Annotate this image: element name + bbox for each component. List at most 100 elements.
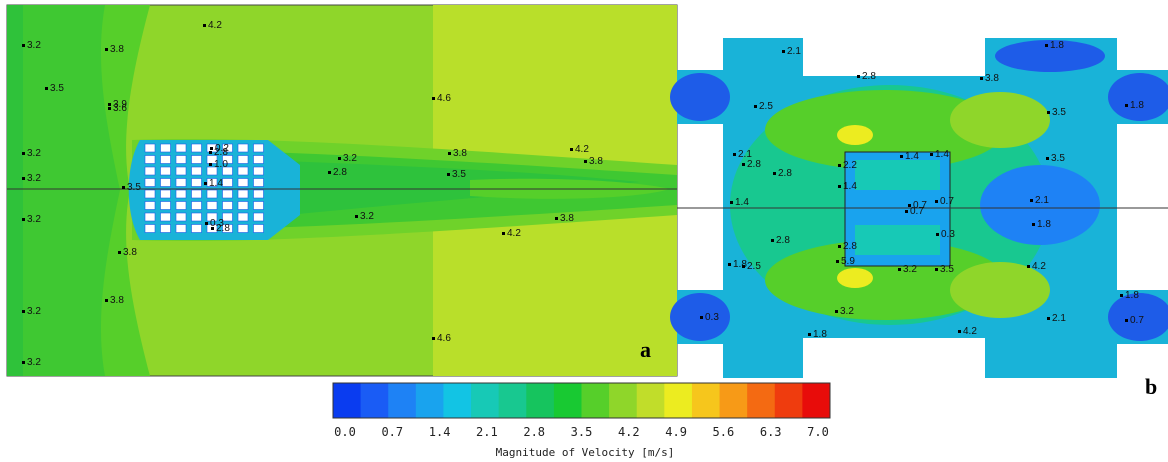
panel-b-value-label: 1.8 <box>813 329 827 340</box>
panel-b-label-marker <box>980 77 983 80</box>
panel-b-value-label: 1.8 <box>1037 219 1051 230</box>
panel-a-label-marker <box>108 107 111 110</box>
panel-a-label-marker <box>22 44 25 47</box>
colorbar-swatch <box>747 383 776 418</box>
panel-b-label-marker <box>742 265 745 268</box>
panel-b-value-label: 1.4 <box>735 197 749 208</box>
panel-a-label-marker <box>355 215 358 218</box>
panel-a-label-marker <box>502 232 505 235</box>
colorbar-tick-label: 5.6 <box>713 425 735 439</box>
obstacle-square <box>175 224 187 233</box>
panel-b-label-marker <box>857 75 860 78</box>
panel-a-value-label: 3.5 <box>127 182 141 193</box>
panel-a-value-label: 3.8 <box>110 295 124 306</box>
panel-a-value-label: 2.8 <box>214 147 228 158</box>
obstacle-square <box>222 201 233 210</box>
obstacle-square <box>253 212 264 222</box>
obstacle-square <box>175 166 187 176</box>
colorbar-swatch <box>802 383 831 418</box>
colorbar-swatch <box>526 383 555 418</box>
panel-a-contour <box>6 4 678 377</box>
obstacle-square <box>253 224 264 233</box>
panel-a-value-label: 4.6 <box>437 93 451 104</box>
obstacle-square <box>144 189 156 199</box>
obstacle-square <box>253 143 264 153</box>
panel-b-label-marker <box>1047 317 1050 320</box>
obstacle-square <box>191 224 202 233</box>
panel-b-label-marker <box>754 105 757 108</box>
obstacle-square <box>222 166 233 176</box>
panel-b-value-label: 0.7 <box>940 196 954 207</box>
panel-b-label-marker <box>835 310 838 313</box>
panel-b-value-label: 4.2 <box>963 326 977 337</box>
panel-a-value-label: 3.8 <box>123 247 137 258</box>
obstacle-square <box>191 212 202 222</box>
panel-a-letter: a <box>640 337 651 362</box>
panel-b-label-marker <box>898 268 901 271</box>
panel-a-label-marker <box>22 310 25 313</box>
panel-a-label-marker <box>448 152 451 155</box>
obstacle-square <box>206 166 218 176</box>
colorbar-swatch <box>636 383 665 418</box>
panel-b-value-label: 2.1 <box>1035 195 1049 206</box>
velocity-colorbar: 0.0 0.7 1.4 2.1 2.8 3.5 4.2 4.9 5.6 6.3 7.0 <box>332 382 831 439</box>
panel-b-value-label: 2.8 <box>747 159 761 170</box>
panel-b-label-marker <box>1045 44 1048 47</box>
panel-a-value-label: 4.2 <box>575 144 589 155</box>
panel-a-label-marker <box>210 147 213 150</box>
panel-b-value-label: 1.4 <box>935 149 949 160</box>
obstacle-square <box>222 212 233 222</box>
panel-a-label-marker <box>209 151 212 154</box>
obstacle-square <box>222 224 233 233</box>
panel-b-label-marker <box>935 268 938 271</box>
obstacle-square <box>144 155 156 164</box>
panel-b-value-label: 2.1 <box>738 149 752 160</box>
obstacle-square <box>206 201 218 210</box>
colorbar-tick-label: 6.3 <box>760 425 782 439</box>
panel-a-value-label: 3.9 <box>113 99 127 110</box>
panel-a-value-label: 3.8 <box>110 44 124 55</box>
panel-a-value-label: 1.4 <box>209 178 223 189</box>
panel-b-label-marker <box>838 245 841 248</box>
colorbar-swatch <box>774 383 803 418</box>
obstacle-square <box>191 178 202 187</box>
panel-b-value-label: 2.2 <box>843 160 857 171</box>
obstacle-square <box>175 155 187 164</box>
panel-b-label-marker <box>808 333 811 336</box>
panel-a-value-label: 3.2 <box>27 357 41 368</box>
colorbar-tick-label: 4.2 <box>618 425 640 439</box>
colorbar-swatch <box>471 383 500 418</box>
panel-b-value-label: 3.2 <box>840 306 854 317</box>
colorbar-tick-label: 1.4 <box>429 425 451 439</box>
panel-a-value-label: 1.0 <box>214 159 228 170</box>
obstacle-square <box>175 189 187 199</box>
panel-a-label-marker <box>203 24 206 27</box>
obstacle-square <box>144 224 156 233</box>
obstacle-square <box>160 155 171 164</box>
panel-a-label-marker <box>204 182 207 185</box>
panel-b-value-label: 0.3 <box>705 312 719 323</box>
colorbar-swatch <box>691 383 721 418</box>
colorbar-swatch <box>498 383 527 418</box>
panel-b-value-label: 3.8 <box>985 73 999 84</box>
panel-a-label-marker <box>122 186 125 189</box>
panel-a-label-marker <box>105 299 108 302</box>
colorbar-swatch <box>664 383 693 418</box>
colorbar-swatch <box>581 383 610 418</box>
colorbar-frame <box>332 382 831 419</box>
obstacle-square <box>160 224 171 233</box>
panel-b-value-labels: 2.11.82.8 3.82.53.51.82.12.82.81.41.42.23… <box>700 40 1144 340</box>
panel-b-label-marker <box>1032 223 1035 226</box>
colorbar-tick-label: 2.8 <box>523 425 545 439</box>
panel-b-label-marker <box>771 239 774 242</box>
panel-b-value-label: 2.1 <box>787 46 801 57</box>
obstacle-square <box>253 155 264 164</box>
panel-a-label-marker <box>45 87 48 90</box>
panel-a-label-marker <box>432 97 435 100</box>
panel-b-label-marker <box>930 153 933 156</box>
obstacle-square <box>160 178 171 187</box>
panel-a-value-label: 4.2 <box>208 20 222 31</box>
obstacle-square <box>144 143 156 153</box>
panel-b-value-label: 0.7 <box>910 206 924 217</box>
obstacle-square <box>175 143 187 153</box>
